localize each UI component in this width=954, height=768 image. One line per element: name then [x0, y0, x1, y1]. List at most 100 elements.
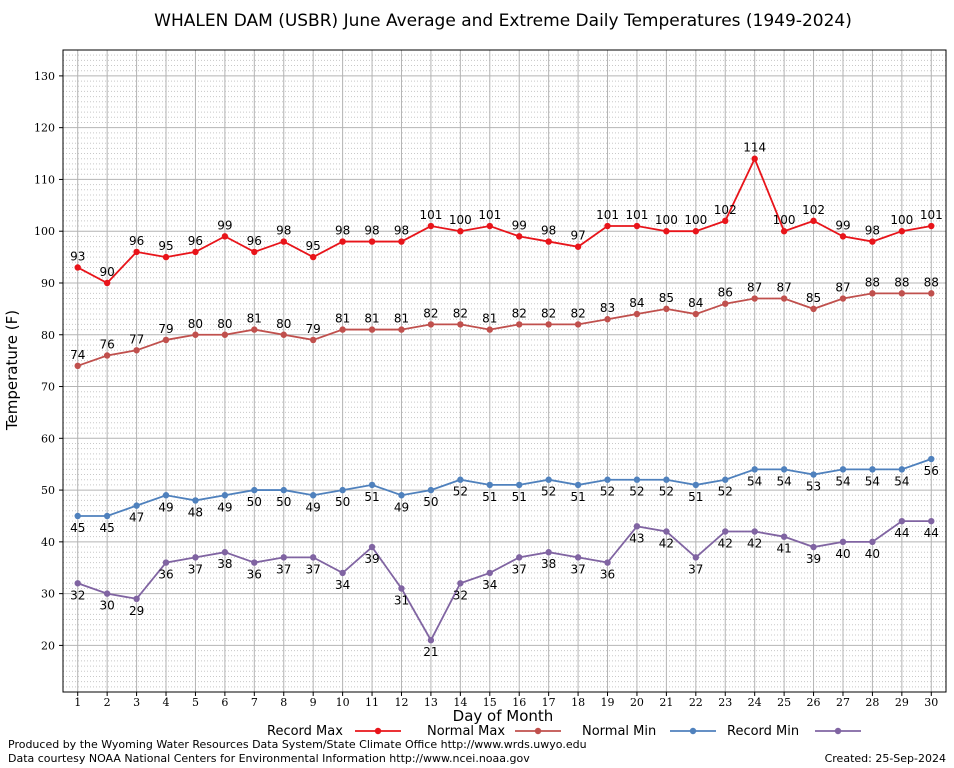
data-label: 100 [773, 213, 796, 227]
data-label: 82 [512, 306, 527, 320]
data-label: 80 [217, 317, 232, 331]
data-label: 76 [100, 337, 115, 351]
data-point [928, 222, 935, 230]
series-line [77, 292, 932, 367]
data-point [928, 517, 935, 525]
y-axis-label: Temperature (F) [3, 310, 21, 431]
data-label: 85 [806, 291, 821, 305]
data-label: 42 [747, 537, 762, 551]
data-point [780, 295, 788, 302]
data-label: 98 [276, 224, 291, 238]
data-point [633, 222, 641, 230]
series-normal-max: 74 76 77 79 80 80 81 80 79 81 81 81 82 82 81 82 82 82 83 84… [70, 275, 939, 370]
y-tick-label: 30 [41, 588, 55, 601]
data-point [339, 326, 346, 333]
x-tick-label: 24 [748, 696, 762, 709]
data-point [192, 248, 199, 256]
data-point [103, 590, 111, 597]
data-point [309, 336, 317, 344]
data-point [280, 554, 287, 561]
data-point [574, 243, 582, 250]
series-line [77, 156, 932, 285]
data-point [928, 455, 935, 463]
y-tick-label: 130 [34, 70, 55, 83]
data-label: 98 [541, 224, 556, 238]
y-tick-label: 60 [41, 432, 55, 445]
data-label: 44 [894, 526, 909, 540]
data-label: 31 [394, 593, 409, 607]
data-point [780, 533, 788, 540]
data-label: 52 [718, 485, 733, 499]
data-label: 54 [776, 474, 791, 488]
data-point [221, 549, 229, 556]
data-label: 52 [629, 485, 644, 499]
x-tick-label: 29 [895, 696, 909, 709]
data-point [839, 466, 847, 473]
legend-label: Record Max [267, 724, 343, 739]
data-point [604, 559, 611, 566]
data-point [368, 326, 376, 333]
data-label: 38 [217, 557, 232, 571]
data-point [722, 528, 729, 535]
data-label: 40 [835, 547, 850, 561]
x-tick-label: 13 [424, 696, 438, 709]
y-tick-label: 100 [34, 225, 55, 238]
data-label: 52 [541, 485, 556, 499]
data-label: 34 [335, 578, 350, 592]
data-point [251, 248, 258, 256]
data-point [633, 476, 641, 483]
data-point [221, 233, 229, 240]
data-point [663, 528, 670, 535]
data-point [339, 238, 346, 245]
data-label: 39 [364, 552, 379, 566]
data-point [280, 486, 287, 494]
x-tick-label: 27 [836, 696, 850, 709]
legend-marker [689, 727, 697, 735]
data-point [516, 233, 523, 240]
data-label: 30 [100, 599, 115, 613]
data-label: 95 [306, 239, 321, 253]
legend-label: Normal Min [582, 724, 656, 739]
y-tick-label: 40 [41, 536, 55, 549]
data-point [486, 481, 493, 489]
data-label: 21 [423, 645, 438, 659]
data-label: 50 [276, 495, 291, 509]
data-point [162, 253, 170, 261]
data-label: 81 [335, 312, 350, 326]
data-label: 40 [865, 547, 880, 561]
series-layer: 93 90 96 95 96 99 96 98 95 98 98 98 101 100 101 99 98 97 1… [70, 141, 943, 660]
data-label: 51 [482, 490, 497, 504]
data-label: 100 [684, 213, 707, 227]
data-label: 101 [625, 208, 648, 222]
data-point [457, 321, 464, 328]
data-label: 37 [688, 562, 703, 576]
data-point [574, 481, 582, 489]
y-tick-label: 80 [41, 329, 55, 342]
data-label: 80 [188, 317, 203, 331]
data-point [898, 517, 906, 525]
data-point [368, 238, 376, 245]
data-point [486, 222, 493, 230]
data-point [604, 222, 611, 230]
data-label: 79 [158, 322, 173, 336]
data-label: 99 [512, 218, 527, 232]
data-point [898, 290, 906, 297]
data-point [898, 228, 906, 235]
data-point [221, 331, 229, 338]
data-point [427, 486, 435, 494]
data-label: 29 [129, 604, 144, 618]
data-label: 38 [541, 557, 556, 571]
x-tick-label: 2 [104, 696, 111, 709]
data-label: 49 [158, 500, 173, 514]
data-label: 32 [70, 588, 85, 602]
data-label: 98 [335, 224, 350, 238]
data-point [692, 481, 700, 489]
data-label: 81 [482, 312, 497, 326]
data-label: 49 [394, 500, 409, 514]
data-label: 88 [894, 275, 909, 289]
data-label: 51 [364, 490, 379, 504]
data-label: 50 [335, 495, 350, 509]
footer-credit-1: Produced by the Wyoming Water Resources … [8, 738, 587, 751]
y-axis: 20 30 40 50 60 70 80 90 100 110 120 130 [34, 70, 63, 652]
